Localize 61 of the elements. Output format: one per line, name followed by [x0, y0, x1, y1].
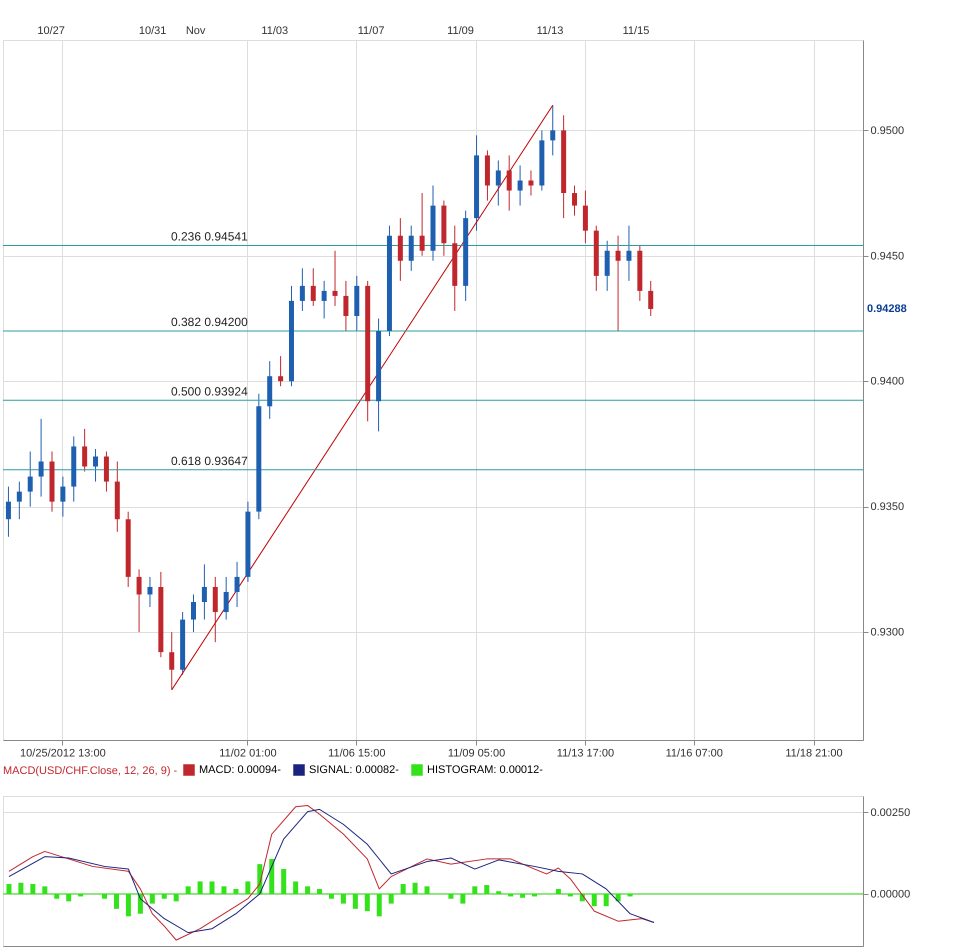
x-tick-label: 11/13 17:00	[556, 748, 614, 760]
x-tick-label: 11/16 07:00	[666, 748, 723, 760]
y-tick-label: 0.9450	[870, 250, 904, 262]
candlestick	[202, 564, 207, 620]
x-tick-label: 10/25/2012 13:00	[20, 748, 106, 760]
text: Nov	[186, 25, 206, 37]
candlestick	[191, 594, 196, 633]
candlestick	[300, 268, 305, 312]
y-tick-label: 0.9300	[870, 626, 904, 639]
candlestick	[60, 476, 66, 518]
text: 11/09	[447, 25, 474, 37]
candlestick	[169, 632, 174, 690]
candlestick	[496, 160, 501, 206]
y-tick-label: 0.00250	[870, 806, 910, 819]
candlestick	[82, 428, 88, 472]
y-tick-label: 0.9400	[870, 376, 904, 388]
candlestick	[648, 280, 654, 316]
candlestick	[93, 448, 98, 482]
candlestick	[626, 225, 632, 282]
ref-line-label: 0.236 0.94541	[171, 229, 248, 244]
ref-line-label: 0.500 0.93924	[171, 384, 248, 398]
candlestick	[572, 185, 578, 216]
text: 11/13	[536, 25, 564, 37]
ref-line-label: 0.618 0.93647	[171, 454, 248, 468]
candlestick	[147, 576, 152, 608]
candlestick	[322, 280, 327, 319]
candlestick	[343, 280, 348, 332]
candlestick	[28, 450, 33, 508]
y-tick-label: 0.9500	[870, 124, 904, 137]
legend-title: MACD(USD/CHF.Close, 12, 26, 9) -	[3, 765, 178, 777]
x-tick-label: 11/02 01:00	[219, 748, 277, 760]
text: 10/27	[37, 25, 65, 37]
candlestick	[616, 235, 621, 332]
x-tick-label: 11/09 05:00	[448, 748, 506, 760]
candlestick	[6, 486, 11, 538]
candlestick	[234, 561, 240, 608]
candlestick	[550, 104, 556, 156]
candlestick	[528, 170, 534, 196]
x-tick-label: 11/06 15:00	[328, 748, 386, 760]
y-tick-label: 0.00000	[870, 888, 910, 900]
candlestick	[224, 576, 229, 620]
x-tick-label: 11/18 21:00	[785, 748, 843, 760]
ref-line-label: 0.382 0.94200	[171, 315, 248, 330]
candlestick	[278, 356, 284, 387]
text: 11/03	[261, 25, 288, 37]
text: 10/31	[138, 25, 166, 37]
legend-label: SIGNAL: 0.00082-	[309, 764, 400, 776]
candlestick	[38, 418, 44, 498]
legend-label: HISTOGRAM: 0.00012-	[427, 764, 544, 776]
y-tick-label: 0.9350	[870, 501, 904, 514]
candlestick	[310, 268, 316, 306]
text: 11/15	[622, 25, 650, 37]
candlestick	[16, 481, 22, 520]
candlestick	[506, 154, 512, 212]
legend-label: MACD: 0.00094-	[199, 764, 282, 776]
text: 11/07	[358, 25, 384, 37]
candlestick	[332, 250, 338, 306]
candlestick	[518, 164, 523, 206]
candlestick	[136, 568, 142, 633]
candlestick	[420, 192, 425, 256]
text: 0.94288	[867, 302, 907, 315]
